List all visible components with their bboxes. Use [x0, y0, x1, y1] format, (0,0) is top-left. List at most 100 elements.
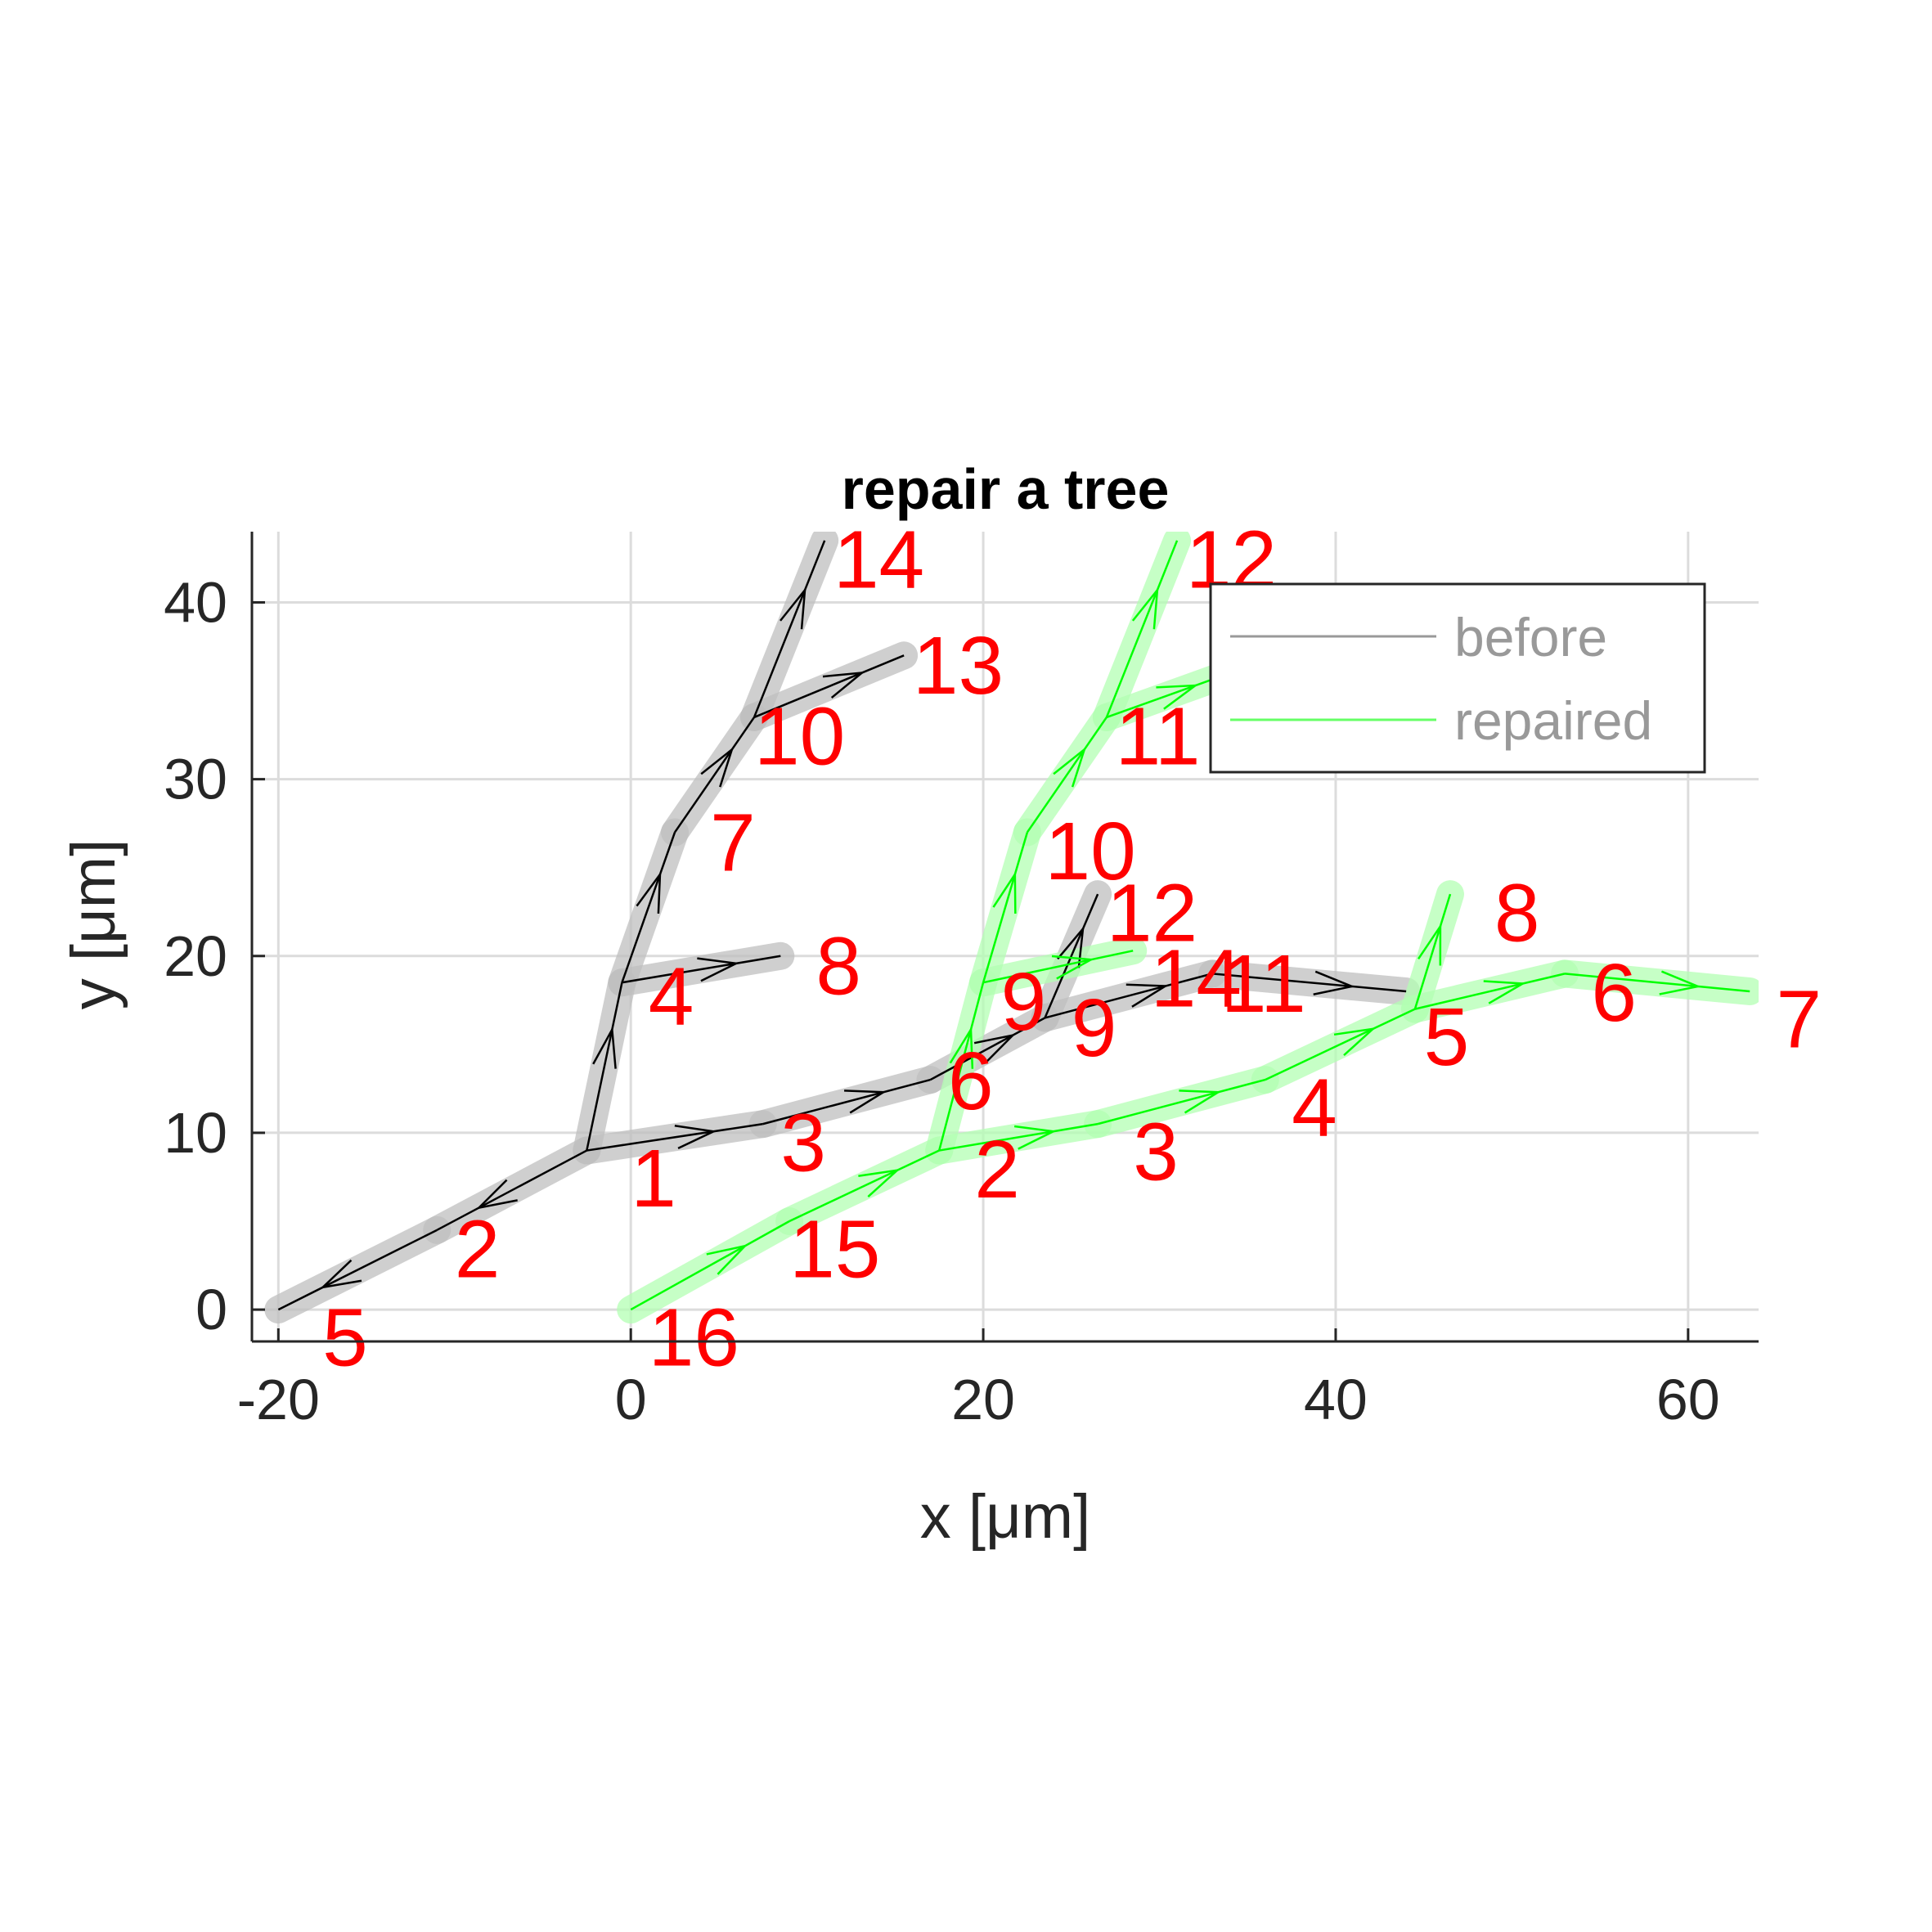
edge-arrowhead	[1313, 970, 1356, 995]
branch-edge	[939, 1122, 1099, 1152]
branch-edge	[789, 1149, 940, 1223]
node-label: 7	[710, 797, 756, 888]
branch-edge	[753, 654, 905, 719]
branch-edge	[982, 832, 1029, 983]
node-label: 6	[1591, 947, 1637, 1039]
branch-edge	[436, 1149, 587, 1231]
node-label: 12	[1107, 868, 1197, 959]
branch-edge	[1265, 1008, 1416, 1081]
edge-arrowhead	[674, 1124, 717, 1150]
node-label: 15	[789, 1203, 880, 1295]
branch-edge	[1105, 540, 1179, 718]
edge-arrowhead	[1053, 746, 1087, 788]
branch-edge	[982, 950, 1134, 984]
edge-arrowhead	[949, 1026, 974, 1069]
branch-edge	[1026, 717, 1108, 833]
edge-arrowhead	[780, 586, 806, 630]
node-label: 14	[1151, 933, 1242, 1025]
legend: before repaired	[1209, 582, 1706, 774]
node-label: 5	[322, 1292, 368, 1384]
node-label: 11	[1221, 938, 1306, 1030]
node-label: 9	[1072, 982, 1117, 1074]
edges-repaired	[630, 540, 1750, 1311]
x-tick-label: -20	[237, 1368, 320, 1431]
edge-arrowhead	[1179, 1090, 1222, 1114]
edge-arrowhead	[1057, 925, 1085, 968]
edge-arrowhead	[973, 1033, 1017, 1064]
edge-arrowhead	[1659, 970, 1702, 995]
branch-edge	[586, 982, 623, 1151]
node-label: 6	[948, 1036, 994, 1127]
x-tick-label: 40	[1304, 1368, 1368, 1431]
branch-edge	[630, 1220, 790, 1311]
y-tick-label: 0	[195, 1278, 227, 1341]
x-tick-label: 0	[615, 1368, 647, 1431]
branch-edge	[277, 1229, 438, 1311]
node-label: 7	[1777, 973, 1822, 1065]
edge-arrowhead	[706, 1244, 748, 1275]
edge-arrowhead	[1126, 983, 1169, 1008]
edge-arrowhead	[858, 1168, 901, 1197]
y-tick-label: 40	[164, 570, 227, 634]
node-label: 8	[1494, 868, 1540, 959]
edge-arrowhead	[475, 1179, 518, 1210]
edges-before	[277, 540, 1407, 1311]
y-ticks: 0 10 20 30 40	[164, 570, 265, 1341]
branch-edge	[1564, 973, 1750, 993]
node-label: 1	[631, 1133, 676, 1224]
node-label: 9	[1001, 956, 1047, 1048]
x-tick-label: 60	[1656, 1368, 1720, 1431]
edge-arrowhead	[1051, 955, 1095, 980]
legend-label-repaired: repaired	[1454, 690, 1652, 751]
node-label: 10	[1045, 806, 1135, 897]
node-label: 3	[1133, 1107, 1179, 1198]
node-label: 16	[649, 1292, 739, 1384]
chart-title: repair a tree	[842, 457, 1170, 521]
x-axis-label: x [μm]	[920, 1482, 1090, 1552]
x-tick-label: 20	[951, 1368, 1015, 1431]
node-label: 13	[913, 620, 1004, 712]
node-label: 10	[754, 691, 845, 783]
node-label: 5	[1424, 991, 1470, 1083]
branch-edge	[1097, 1078, 1266, 1126]
axes	[250, 532, 1759, 1343]
edge-arrowhead	[1333, 1027, 1377, 1057]
edge-arrowhead	[822, 671, 865, 699]
edge-arrowhead	[1013, 1125, 1058, 1150]
edge-arrowhead	[319, 1259, 362, 1289]
branch-edge	[929, 1017, 1046, 1081]
legend-box	[1209, 582, 1706, 774]
node-label: 3	[780, 1098, 826, 1189]
node-label: 2	[974, 1124, 1020, 1215]
edge-arrowhead	[844, 1090, 887, 1114]
branch-edge	[586, 1122, 763, 1152]
node-label: 8	[815, 921, 861, 1013]
edge-arrowhead	[700, 746, 735, 788]
edge-arrowhead	[1131, 586, 1159, 630]
edge-arrowhead	[697, 957, 740, 982]
y-tick-label: 10	[164, 1101, 227, 1165]
y-tick-label: 30	[164, 748, 227, 811]
branch-edge	[674, 717, 756, 833]
node-label: 4	[649, 950, 694, 1042]
edge-arrowhead	[1156, 684, 1199, 710]
branch-edge	[622, 955, 781, 984]
legend-label-before: before	[1454, 607, 1607, 667]
edge-arrowhead	[992, 870, 1017, 914]
branch-edge	[762, 1078, 931, 1126]
branch-edge	[1045, 973, 1213, 1019]
edge-arrowhead	[1483, 980, 1526, 1004]
edge-arrowhead	[636, 870, 662, 914]
branch-edge	[753, 540, 826, 718]
edge-arrowhead	[592, 1026, 617, 1069]
node-label: 2	[455, 1203, 501, 1295]
branch-edge	[938, 982, 985, 1151]
branch-edge	[621, 832, 676, 983]
node-label: 4	[1292, 1063, 1337, 1154]
y-axis-label: y [μm]	[59, 839, 128, 1009]
branch-edge	[1212, 973, 1407, 993]
branch-edge	[1414, 973, 1566, 1010]
branch-edge	[1044, 893, 1099, 1018]
